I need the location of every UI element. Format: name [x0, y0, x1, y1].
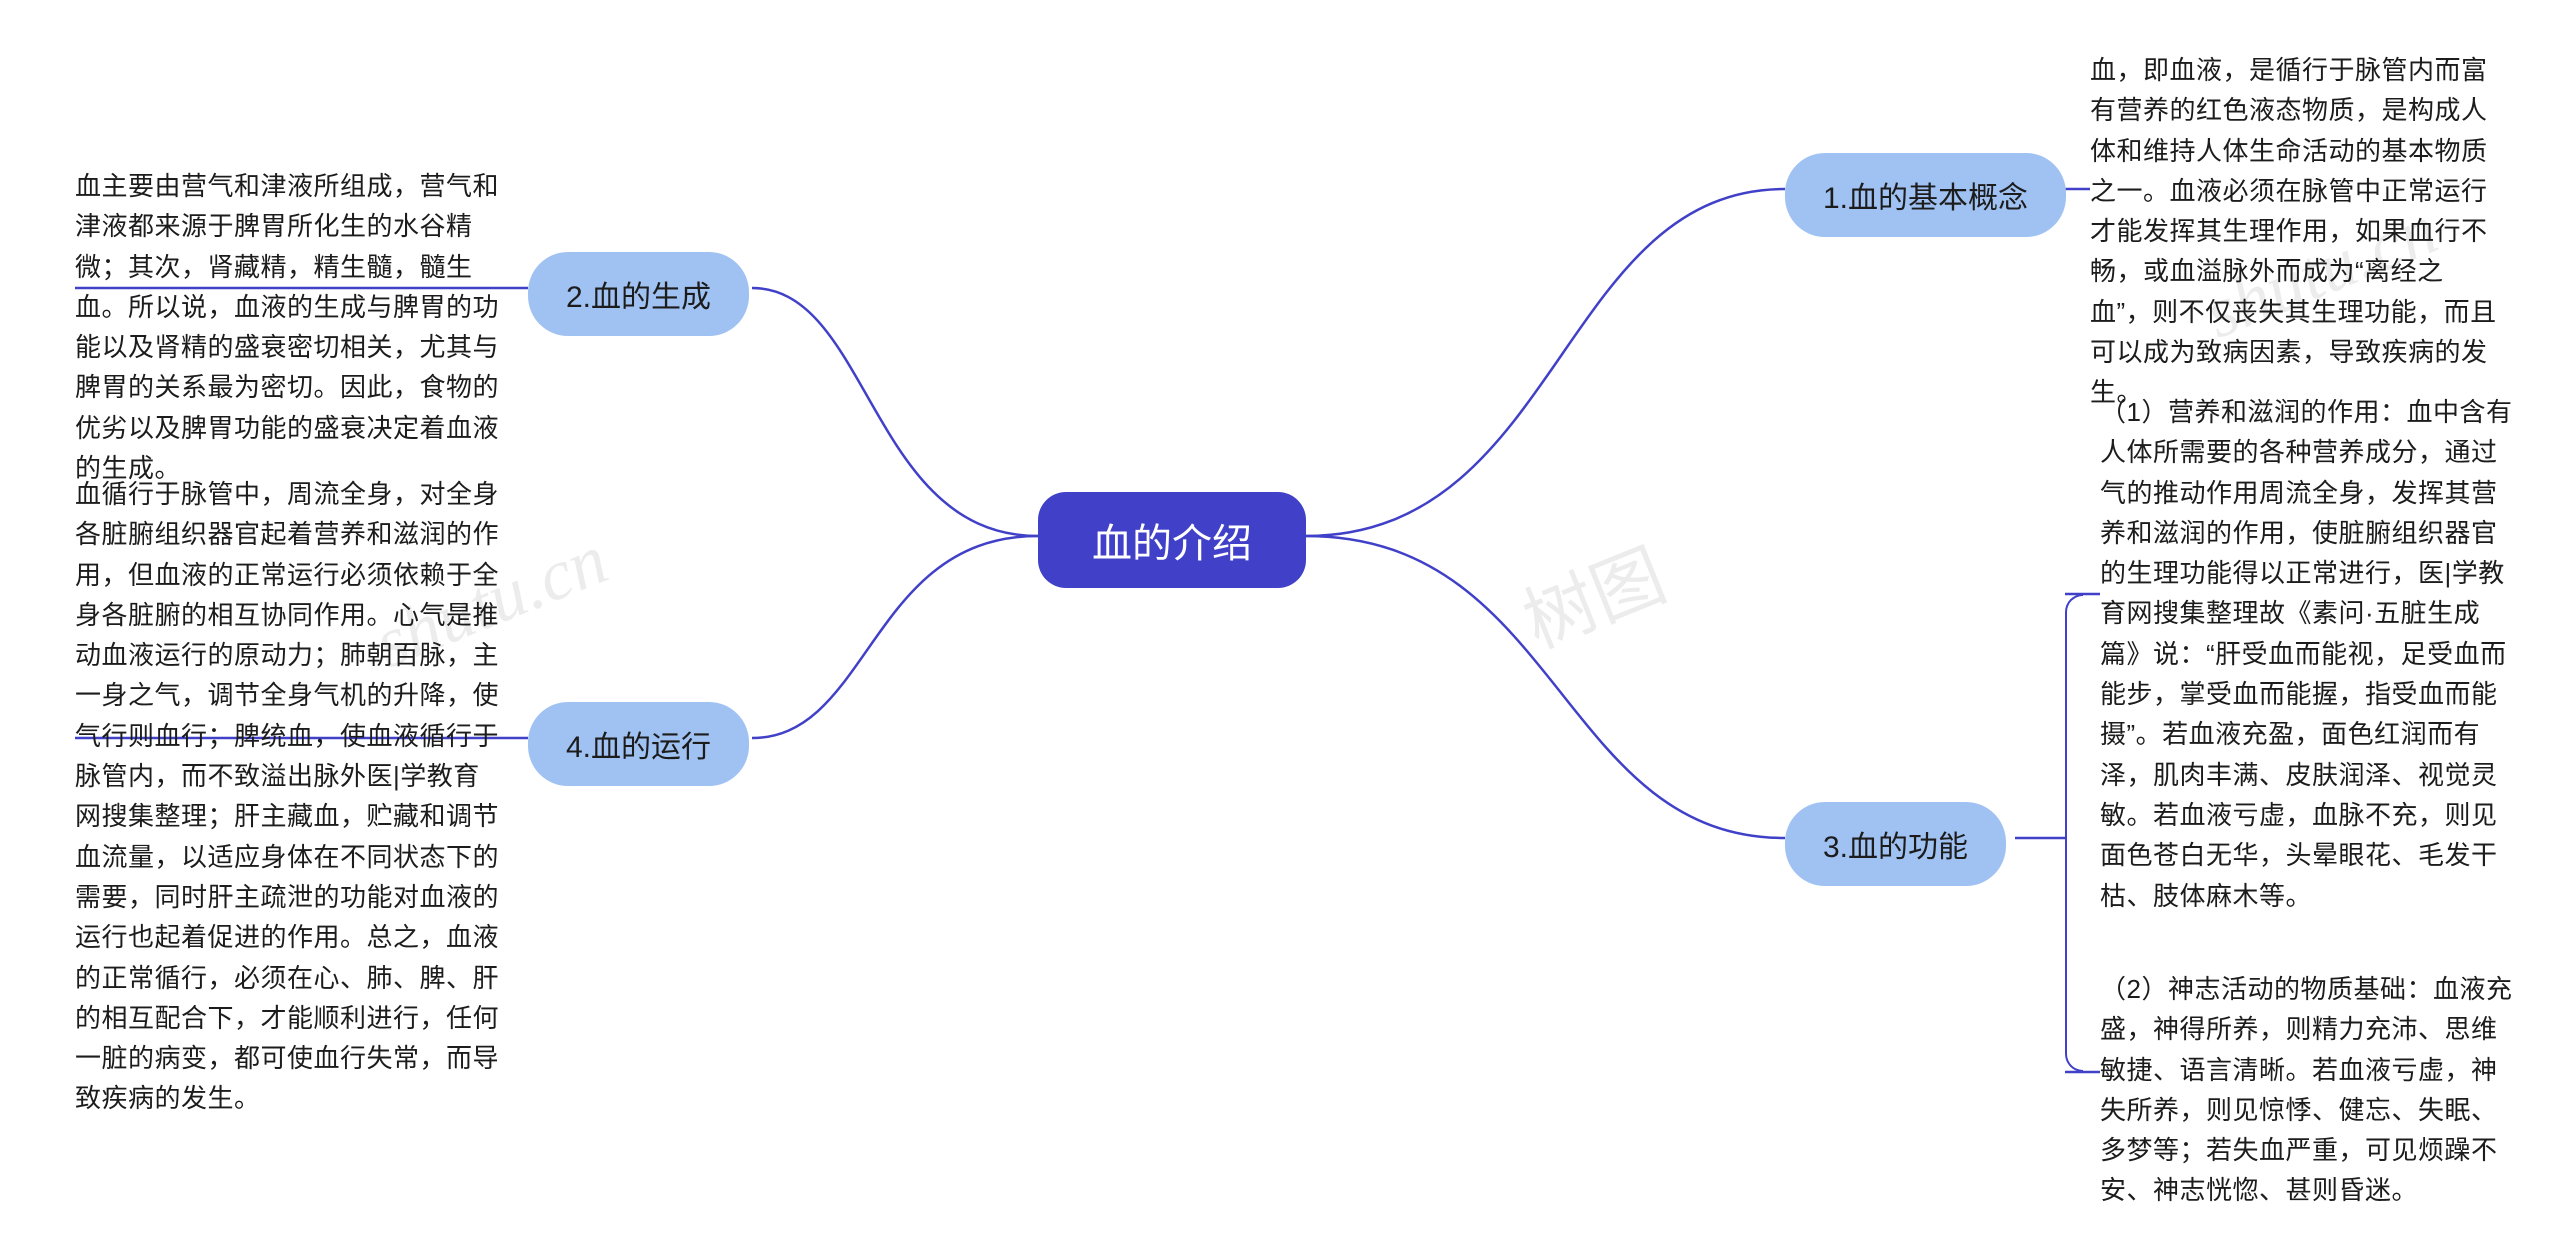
- leaf-text-3a: （1）营养和滋润的作用：血中含有人体所需要的各种营养成分，通过气的推动作用周流全…: [2100, 392, 2514, 916]
- center-node: 血的介绍: [1038, 492, 1306, 588]
- leaf-text-4: 血循行于脉管中，周流全身，对全身各脏腑组织器官起着营养和滋润的作用，但血液的正常…: [75, 474, 505, 1119]
- watermark: 树图: [1506, 517, 1679, 668]
- branch-node-3: 3.血的功能: [1785, 802, 2006, 886]
- mindmap-canvas: shutu.cn 树图 shutu.cn 血的介绍 1.血的基本概念 血，即血液…: [0, 0, 2560, 1258]
- leaf-text-2: 血主要由营气和津液所组成，营气和津液都来源于脾胃所化生的水谷精微；其次，肾藏精，…: [75, 166, 505, 488]
- branch-node-2: 2.血的生成: [528, 252, 749, 336]
- branch-node-4: 4.血的运行: [528, 702, 749, 786]
- branch-node-1: 1.血的基本概念: [1785, 153, 2066, 237]
- branch-3-bracket: [2065, 594, 2083, 1072]
- leaf-text-1: 血，即血液，是循行于脉管内而富有营养的红色液态物质，是构成人体和维持人体生命活动…: [2090, 50, 2504, 413]
- leaf-text-3b: （2）神志活动的物质基础：血液充盛，神得所养，则精力充沛、思维敏捷、语言清晰。若…: [2100, 969, 2514, 1211]
